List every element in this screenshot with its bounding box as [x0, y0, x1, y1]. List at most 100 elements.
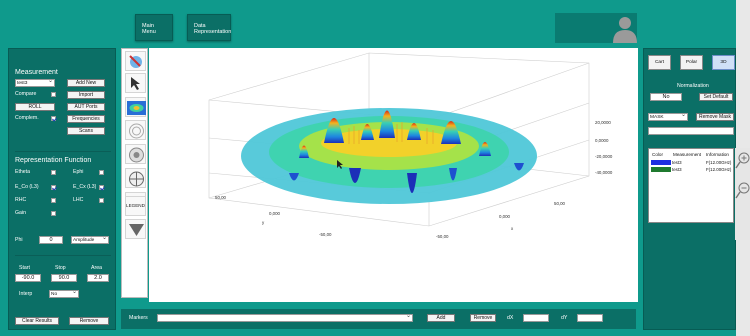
right-panel: Cart Polar 3D Normalization No Set Defau…: [643, 48, 736, 330]
function-label-e-cx: E_Cx (L3): [73, 184, 97, 190]
function-label-lhc: LHC: [73, 197, 84, 203]
polar-view-icon[interactable]: [125, 144, 146, 164]
x-axis-label: x: [511, 226, 514, 231]
rotate-3d-icon[interactable]: [125, 51, 146, 71]
legend-label: LEGEND: [126, 203, 145, 208]
color-swatch: [651, 167, 671, 172]
scans-button[interactable]: Scans: [67, 127, 105, 135]
color-swatch: [651, 160, 671, 165]
z-tick-label: -20,0000: [595, 154, 613, 159]
top-bar: Main Menu Data Representation: [0, 0, 750, 46]
add-marker-button[interactable]: Add: [427, 314, 455, 322]
y-tick-label: 0,000: [269, 211, 281, 216]
function-checkbox-e-cx[interactable]: [99, 185, 104, 190]
divider: [15, 255, 111, 256]
compare-checkbox[interactable]: [51, 92, 56, 97]
y-axis-label: y: [262, 220, 265, 225]
import-button[interactable]: Import: [67, 91, 105, 99]
x-tick-label: -50,00: [436, 234, 449, 239]
dy-input[interactable]: [577, 314, 603, 322]
function-label-etheta: Etheta: [15, 169, 30, 175]
phi-mode-select[interactable]: Amplitude: [71, 235, 109, 244]
function-checkbox-lhc[interactable]: [99, 198, 104, 203]
dy-label: dY: [561, 315, 568, 321]
complem-checkbox[interactable]: [51, 116, 56, 121]
function-checkbox-e-co[interactable]: [51, 185, 56, 190]
grid-view-icon[interactable]: [125, 168, 146, 188]
x-tick-label: 50,00: [554, 201, 566, 206]
clear-results-button[interactable]: Clear Results: [15, 317, 59, 325]
zoom-out-icon[interactable]: [735, 182, 750, 199]
measurement-title: Measurement: [15, 69, 58, 76]
start-input[interactable]: -90.0: [15, 274, 41, 282]
mask-path-input[interactable]: [648, 127, 734, 135]
z-tick-label: -40,0000: [595, 170, 613, 175]
representation-title: Representation Function: [15, 157, 92, 164]
markers-bar: Markers Add Remove dX dY: [121, 309, 636, 329]
y-tick-label: -50,00: [319, 232, 332, 237]
add-new-button[interactable]: Add New: [67, 79, 105, 87]
measurement-legend-table: Color Measurement Information test3 F(12…: [648, 148, 734, 223]
function-checkbox-ephi[interactable]: [99, 170, 104, 175]
interp-label: Interp: [19, 291, 33, 297]
dx-input[interactable]: [523, 314, 549, 322]
area-label: Area: [91, 265, 102, 271]
set-default-button[interactable]: Set Default: [699, 93, 733, 101]
complem-label: Complem.: [15, 115, 39, 121]
normalization-input[interactable]: No: [650, 93, 682, 101]
left-panel: Measurement test3 Add New Compare Import…: [8, 48, 116, 330]
x-tick-label: 0,000: [499, 214, 511, 219]
mask-select[interactable]: MASK: [648, 112, 688, 121]
zoom-side-panel: [735, 148, 750, 240]
row-measurement: test3: [672, 160, 682, 165]
interp-select[interactable]: No: [49, 289, 79, 298]
remove-mask-button[interactable]: Remove Mask: [696, 113, 734, 121]
dx-label: dX: [507, 315, 514, 321]
pointer-tool-icon[interactable]: [125, 73, 146, 93]
phi-input[interactable]: 0: [39, 236, 63, 244]
column-header-color: Color: [652, 152, 663, 157]
column-header-information: Information: [706, 152, 729, 157]
tab-cart[interactable]: Cart: [648, 55, 671, 70]
zoom-in-icon[interactable]: [735, 152, 750, 169]
table-row[interactable]: test3 F(12.00GHz): [651, 160, 738, 166]
column-header-measurement: Measurement: [673, 152, 702, 157]
legend-button[interactable]: LEGEND: [125, 196, 146, 216]
plot-3d-area[interactable]: 20,0000 0,0000 -20,0000 -40,0000 50,00 0…: [149, 48, 638, 302]
frequencies-button[interactable]: Frequencies: [67, 115, 105, 123]
phi-label: Phi: [15, 237, 23, 243]
main-menu-button[interactable]: Main Menu: [135, 14, 173, 41]
function-checkbox-rhc[interactable]: [51, 198, 56, 203]
area-input[interactable]: 2.0: [87, 274, 109, 282]
remove-marker-button[interactable]: Remove: [470, 314, 496, 322]
z-tick-label: 20,0000: [595, 120, 611, 125]
y-tick-label: 50,00: [215, 195, 227, 200]
divider: [15, 151, 111, 152]
markers-select[interactable]: [157, 313, 413, 322]
heatmap-view-icon[interactable]: [125, 97, 146, 117]
remove-button[interactable]: Remove: [69, 317, 109, 325]
plot-3d-svg: 20,0000 0,0000 -20,0000 -40,0000 50,00 0…: [208, 52, 613, 239]
z-tick-label: 0,0000: [595, 138, 609, 143]
function-checkbox-gain[interactable]: [51, 211, 56, 216]
function-label-gain: Gain: [15, 210, 26, 216]
roll-button[interactable]: ROLL: [15, 103, 55, 111]
function-label-ephi: Ephi: [73, 169, 84, 175]
function-label-rhc: RHC: [15, 197, 27, 203]
user-avatar-icon[interactable]: [612, 13, 638, 43]
antenna-icon[interactable]: [125, 219, 146, 239]
function-checkbox-etheta[interactable]: [51, 170, 56, 175]
stop-input[interactable]: 90.0: [51, 274, 77, 282]
tab-polar[interactable]: Polar: [680, 55, 703, 70]
compare-label: Compare: [15, 91, 37, 97]
row-information: F(12.00GHz): [706, 167, 732, 172]
contour-view-icon[interactable]: [125, 120, 146, 140]
function-label-e-co: E_Co (L3): [15, 184, 39, 190]
measurement-select[interactable]: test3: [15, 78, 55, 87]
aut-ports-button[interactable]: AUT Ports: [67, 103, 105, 111]
tab-3d[interactable]: 3D: [712, 55, 735, 70]
table-row[interactable]: test3 F(12.00GHz): [651, 167, 738, 173]
markers-label: Markers: [129, 315, 148, 321]
data-representation-button[interactable]: Data Representation: [187, 14, 231, 41]
mouse-cursor-icon: [337, 160, 343, 169]
